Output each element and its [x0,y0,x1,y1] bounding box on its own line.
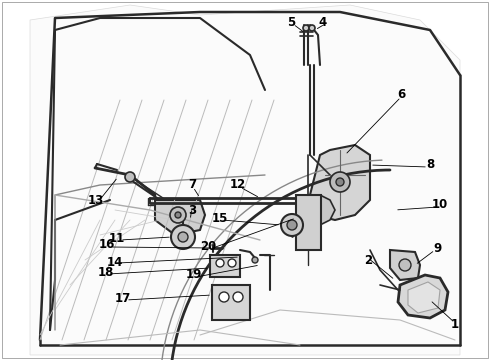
Circle shape [178,232,188,242]
Text: 20: 20 [200,240,216,253]
Circle shape [281,214,303,236]
Circle shape [330,172,350,192]
Text: 1: 1 [451,319,459,332]
Polygon shape [408,282,440,313]
Polygon shape [310,195,335,225]
Polygon shape [310,145,370,220]
Text: 15: 15 [212,211,228,225]
Circle shape [303,25,309,31]
Circle shape [219,292,229,302]
Text: 13: 13 [88,194,104,207]
Text: 18: 18 [98,266,114,279]
Polygon shape [390,250,420,280]
Circle shape [170,207,186,223]
Text: 2: 2 [364,253,372,266]
Text: 19: 19 [186,269,202,282]
Circle shape [216,259,224,267]
Text: 7: 7 [188,179,196,192]
Text: 3: 3 [188,203,196,216]
Text: 6: 6 [397,89,405,102]
Circle shape [171,225,195,249]
Bar [296,195,321,250]
Text: 14: 14 [107,256,123,269]
Text: 11: 11 [109,231,125,244]
Circle shape [336,178,344,186]
Polygon shape [30,5,460,355]
Text: 16: 16 [99,238,115,252]
Circle shape [228,259,236,267]
Circle shape [125,172,135,182]
Text: 4: 4 [319,15,327,28]
Text: 9: 9 [433,242,441,255]
Circle shape [252,257,258,263]
Polygon shape [398,275,448,318]
Text: 5: 5 [287,15,295,28]
Text: 12: 12 [230,179,246,192]
Bar [210,255,240,277]
Circle shape [399,259,411,271]
Circle shape [309,25,315,31]
Bar [212,285,250,320]
Circle shape [287,220,297,230]
Text: 8: 8 [426,158,434,171]
Polygon shape [155,200,205,235]
Text: 17: 17 [115,292,131,305]
Circle shape [233,292,243,302]
Circle shape [175,212,181,218]
Text: 10: 10 [432,198,448,211]
